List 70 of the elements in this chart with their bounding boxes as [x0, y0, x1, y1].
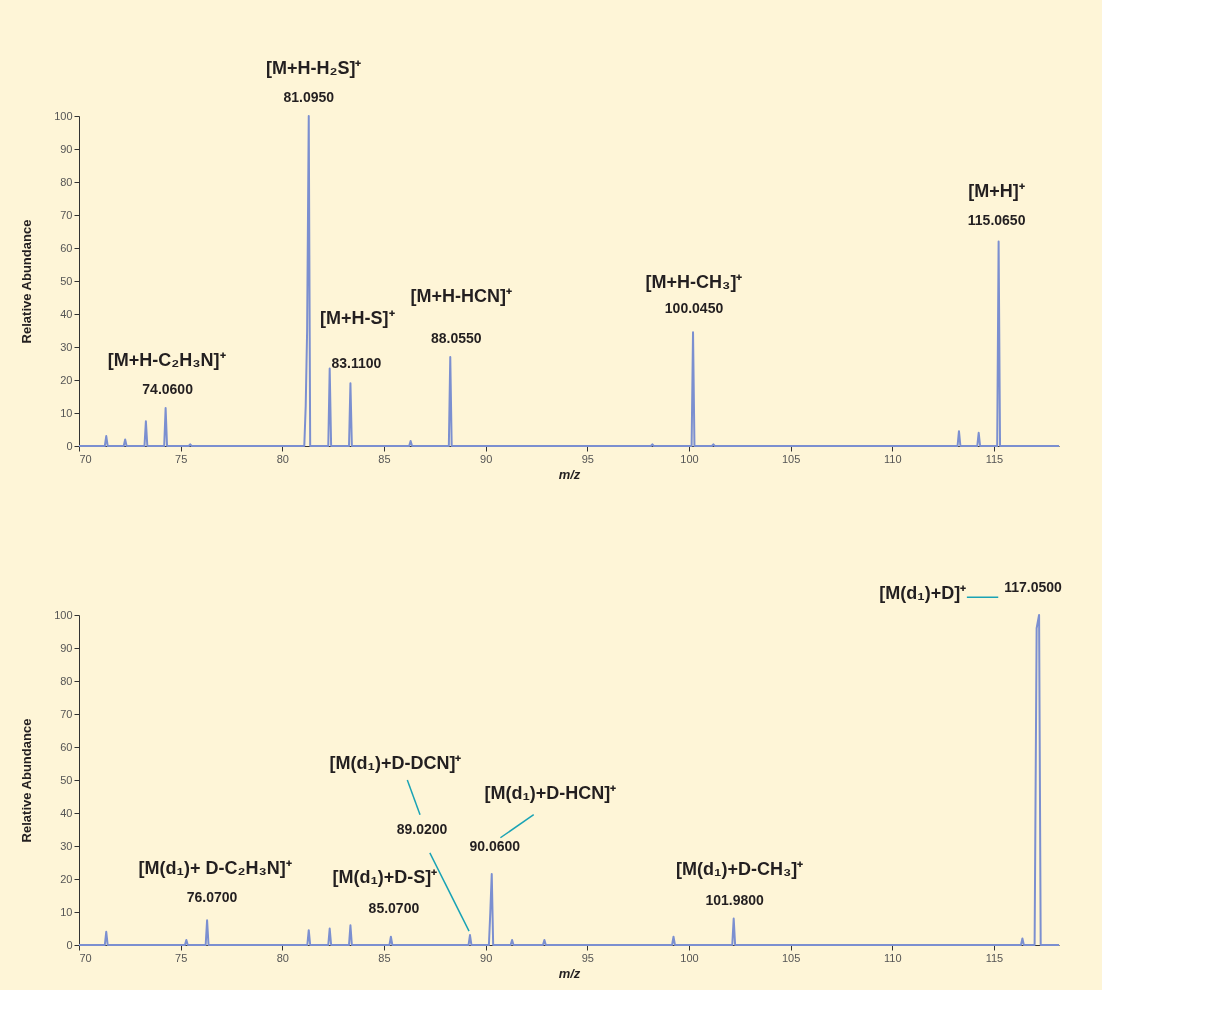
annotation: 83.1100 — [331, 355, 382, 372]
annotation: [M+H-CH₃]⁺ — [645, 272, 743, 293]
annotation: 100.0450 — [664, 300, 724, 317]
x-tick-label: 70 — [79, 452, 92, 465]
x-tick-label: 95 — [581, 951, 594, 964]
x-tick-label: 75 — [175, 452, 188, 465]
x-tick-label: 115 — [985, 452, 1004, 465]
y-tick-label: 50 — [60, 274, 73, 287]
y-tick-label: 0 — [66, 938, 73, 951]
annotation: [M+H-C₂H₃N]⁺ — [107, 350, 226, 371]
y-tick-label: 90 — [60, 641, 73, 654]
annotation: 90.0600 — [469, 838, 521, 855]
x-tick-label: 105 — [781, 452, 801, 465]
x-tick-label: 80 — [276, 951, 289, 964]
y-axis-title: Relative Abundance — [19, 718, 35, 843]
y-tick-label: 40 — [60, 307, 73, 320]
x-axis-title: m/z — [558, 466, 581, 482]
annotation: [M(d₁)+D-S]⁺ — [332, 866, 438, 887]
x-axis-title: m/z — [558, 965, 581, 981]
x-tick-label: 85 — [378, 452, 391, 465]
annotation: 76.0700 — [186, 889, 238, 906]
x-tick-label: 90 — [480, 951, 493, 964]
x-tick-label: 105 — [781, 951, 801, 964]
y-tick-label: 10 — [60, 905, 73, 918]
x-tick-label: 110 — [884, 452, 902, 465]
x-tick-label: 80 — [276, 452, 289, 465]
y-tick-label: 80 — [60, 674, 73, 687]
y-tick-label: 60 — [60, 241, 73, 254]
y-tick-label: 50 — [60, 773, 73, 786]
y-tick-label: 20 — [60, 872, 73, 885]
text: [M(d₁)+D]⁺ — [879, 582, 967, 603]
y-tick-label: 100 — [54, 109, 73, 122]
x-tick-label: 100 — [680, 452, 699, 465]
annotation: 85.0700 — [368, 899, 420, 916]
annotation: [M(d₁)+D-CH₃]⁺ — [676, 858, 804, 879]
x-tick-label: 85 — [378, 951, 391, 964]
y-tick-label: 70 — [60, 208, 73, 221]
x-tick-label: 110 — [884, 951, 902, 964]
annotation: 74.0600 — [142, 381, 194, 398]
annotation: [M(d₁)+ D-C₂H₃N]⁺ — [138, 858, 292, 879]
annotation: 101.9800 — [705, 891, 765, 908]
y-tick-label: 40 — [60, 806, 73, 819]
y-tick-label: 80 — [60, 175, 73, 188]
x-tick-label: 95 — [581, 452, 594, 465]
annotation: [M(d₁)+D-DCN]⁺ — [329, 753, 462, 774]
x-tick-label: 75 — [175, 951, 188, 964]
annotation: [M+H-HCN]⁺ — [410, 286, 512, 307]
x-tick-label: 70 — [79, 951, 92, 964]
annotation: 81.0950 — [283, 89, 335, 105]
y-tick-label: 0 — [66, 439, 73, 452]
annotation: 115.0650 — [967, 212, 1026, 229]
y-tick-label: 100 — [54, 608, 73, 621]
x-tick-label: 115 — [985, 951, 1004, 964]
y-tick-label: 60 — [60, 740, 73, 753]
y-tick-label: 20 — [60, 373, 73, 386]
y-tick-label: 10 — [60, 406, 73, 419]
y-tick-label: 70 — [60, 707, 73, 720]
y-tick-label: 30 — [60, 839, 73, 852]
annotation: [M+H-H₂S]⁺ — [266, 58, 362, 78]
annotation: 89.0200 — [396, 820, 448, 837]
annotation: 117.0500 — [1004, 579, 1063, 595]
annotation: 88.0550 — [430, 329, 482, 346]
y-tick-label: 90 — [60, 142, 73, 155]
annotation: [M+H]⁺ — [968, 181, 1025, 202]
annotation: [M+H-S]⁺ — [320, 307, 395, 328]
y-axis-title: Relative Abundance — [19, 219, 35, 344]
y-tick-label: 30 — [60, 340, 73, 353]
annotation: [M(d₁)+D-HCN]⁺ — [484, 783, 617, 804]
x-tick-label: 100 — [680, 951, 699, 964]
x-tick-label: 90 — [480, 452, 493, 465]
